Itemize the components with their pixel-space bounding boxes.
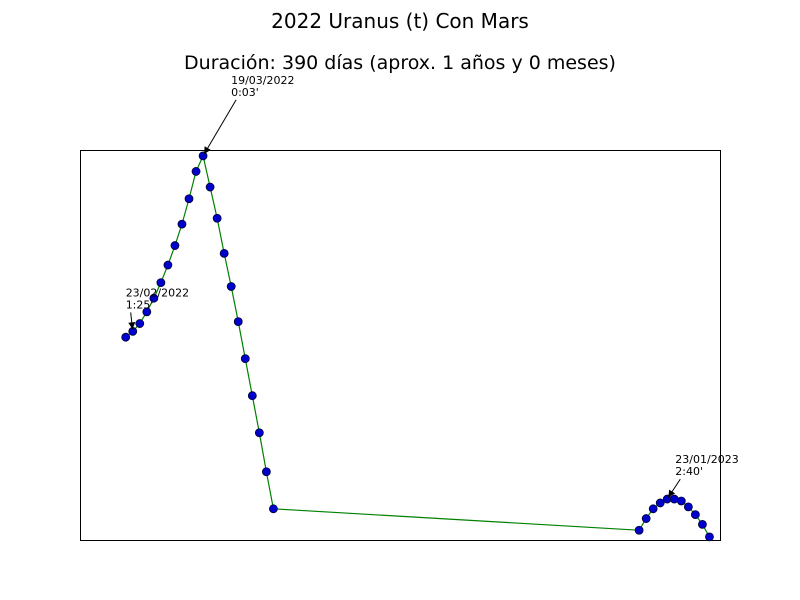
data-point-10 xyxy=(191,167,201,176)
data-point-16 xyxy=(233,317,243,327)
data-point-9 xyxy=(184,194,194,204)
data-point-4 xyxy=(149,293,159,303)
annotation-arrow-1 xyxy=(203,99,237,155)
data-point-14 xyxy=(219,248,229,258)
annotation-value-1: 0:03' xyxy=(231,86,259,99)
data-point-12 xyxy=(205,182,215,192)
data-point-15 xyxy=(226,282,236,291)
data-point-25 xyxy=(655,498,665,508)
data-point-3 xyxy=(142,307,152,317)
annotation-arrowhead-0 xyxy=(128,322,136,330)
data-point-19 xyxy=(254,428,264,438)
data-point-24 xyxy=(648,504,658,514)
data-point-5 xyxy=(156,278,166,288)
data-point-0 xyxy=(121,332,131,342)
data-point-23 xyxy=(641,514,651,523)
data-point-28 xyxy=(676,496,686,506)
data-point-8 xyxy=(177,219,187,229)
annotation-value-2: 2:40' xyxy=(675,465,703,478)
series-layer xyxy=(121,151,714,542)
annotation-date-2: 23/01/2023 xyxy=(675,453,738,466)
data-point-11 xyxy=(198,151,208,161)
data-point-31 xyxy=(698,520,707,529)
annotation-arrowhead-1 xyxy=(204,146,211,155)
annotation-value-0: 1:25' xyxy=(126,298,154,311)
data-point-7 xyxy=(170,241,180,250)
data-point-13 xyxy=(212,213,222,223)
annotation-date-0: 23/02/2022 xyxy=(126,286,189,299)
data-point-18 xyxy=(247,391,257,401)
data-point-22 xyxy=(634,525,644,535)
data-point-6 xyxy=(163,260,173,270)
data-point-30 xyxy=(690,510,700,520)
chart-subtitle: Duración: 390 días (aprox. 1 años y 0 me… xyxy=(184,52,616,74)
series-line xyxy=(125,153,710,538)
data-point-32 xyxy=(705,532,714,542)
data-point-21 xyxy=(269,504,278,514)
data-point-20 xyxy=(261,467,271,477)
data-point-17 xyxy=(240,354,250,364)
plot-frame xyxy=(80,150,721,541)
data-point-29 xyxy=(683,502,693,512)
chart-title: 2022 Uranus (t) Con Mars xyxy=(271,9,529,33)
data-point-2 xyxy=(135,319,145,328)
annotation-arrowhead-2 xyxy=(668,489,676,498)
annotation-date-1: 19/03/2022 xyxy=(231,74,294,87)
